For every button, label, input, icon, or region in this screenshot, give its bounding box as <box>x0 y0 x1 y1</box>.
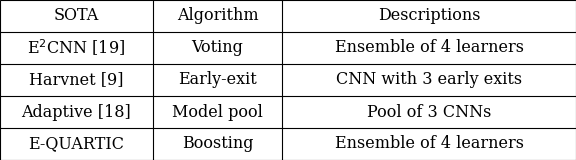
Text: Boosting: Boosting <box>181 136 253 152</box>
Text: Algorithm: Algorithm <box>177 8 258 24</box>
Text: Ensemble of 4 learners: Ensemble of 4 learners <box>335 40 524 56</box>
Text: SOTA: SOTA <box>54 8 99 24</box>
Text: Pool of 3 CNNs: Pool of 3 CNNs <box>367 104 491 120</box>
Text: CNN with 3 early exits: CNN with 3 early exits <box>336 72 522 88</box>
Text: Ensemble of 4 learners: Ensemble of 4 learners <box>335 136 524 152</box>
Text: Early-exit: Early-exit <box>178 72 257 88</box>
Text: Descriptions: Descriptions <box>378 8 480 24</box>
Text: Adaptive [18]: Adaptive [18] <box>21 104 131 120</box>
Text: E-QUARTIC: E-QUARTIC <box>28 136 124 152</box>
Text: Model pool: Model pool <box>172 104 263 120</box>
Text: Harvnet [9]: Harvnet [9] <box>29 72 124 88</box>
Text: E$^2$CNN [19]: E$^2$CNN [19] <box>27 38 126 58</box>
Text: Voting: Voting <box>191 40 244 56</box>
